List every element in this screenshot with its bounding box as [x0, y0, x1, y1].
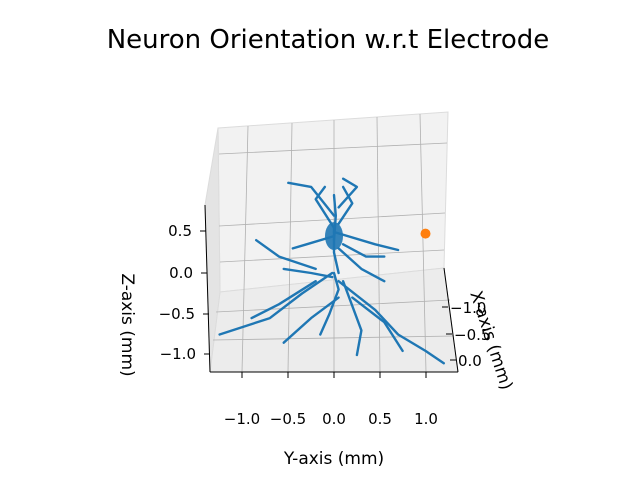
- x-tick-label: −0.5: [454, 326, 490, 344]
- neuron-branch: [314, 185, 336, 230]
- z-axis-ticks: 0.5 0.0 −0.5 −1.0: [159, 222, 210, 363]
- neuron-branch: [337, 177, 359, 209]
- y-axis-label: Y-axis (mm): [283, 449, 384, 469]
- x-tick-label: −1.0: [450, 299, 486, 317]
- y-axis-ticks: −1.0 −0.5 0.0 0.5 1.0: [224, 372, 438, 428]
- grid-line: [219, 249, 445, 263]
- x-tick-label: 0.0: [458, 352, 482, 370]
- z-tick-label: −1.0: [160, 345, 196, 363]
- z-tick-label: 0.5: [168, 222, 192, 240]
- neuron-branch: [287, 181, 336, 217]
- neuron-branch: [250, 280, 317, 320]
- grid-line: [218, 212, 446, 227]
- x-axis-ticks: −1.0 −0.5 0.0: [442, 299, 490, 370]
- neuron-branch: [351, 296, 404, 353]
- y-tick-label: 0.0: [322, 410, 346, 428]
- axis-panes: [204, 111, 459, 373]
- chart-title: Neuron Orientation w.r.t Electrode: [107, 25, 550, 55]
- y-tick-label: −0.5: [270, 410, 306, 428]
- neuron-soma: [325, 222, 343, 251]
- neuron-branch: [255, 239, 317, 271]
- y-tick-label: 1.0: [414, 410, 438, 428]
- y-tick-label: −1.0: [224, 410, 260, 428]
- neuron-branch: [332, 230, 400, 252]
- neuron-branch: [337, 280, 445, 365]
- neuron-branch: [341, 243, 386, 258]
- neuron-branch: [337, 185, 354, 225]
- neuron-branch: [282, 267, 334, 279]
- grid-line: [287, 122, 293, 373]
- grid-line: [218, 142, 448, 155]
- neuron-branch: [337, 247, 386, 283]
- electrode-point: [420, 228, 431, 239]
- grid-line: [419, 113, 427, 373]
- neuron-morphology: [218, 177, 445, 365]
- z-tick-label: 0.0: [169, 264, 193, 282]
- z-tick-label: −0.5: [159, 305, 195, 323]
- back-pane: [217, 111, 449, 293]
- y-tick-label: 0.5: [368, 410, 392, 428]
- electrode-marker: [420, 228, 431, 239]
- z-axis-line: [204, 204, 211, 373]
- grid-line: [212, 335, 455, 341]
- neuron-branch: [218, 271, 334, 336]
- grid-line: [241, 125, 249, 373]
- neuron-branch: [291, 234, 336, 250]
- z-axis-label: Z-axis (mm): [117, 273, 137, 376]
- x-axis-line: [443, 267, 459, 373]
- neuron-branch: [282, 296, 340, 344]
- neuron-branch: [341, 280, 363, 357]
